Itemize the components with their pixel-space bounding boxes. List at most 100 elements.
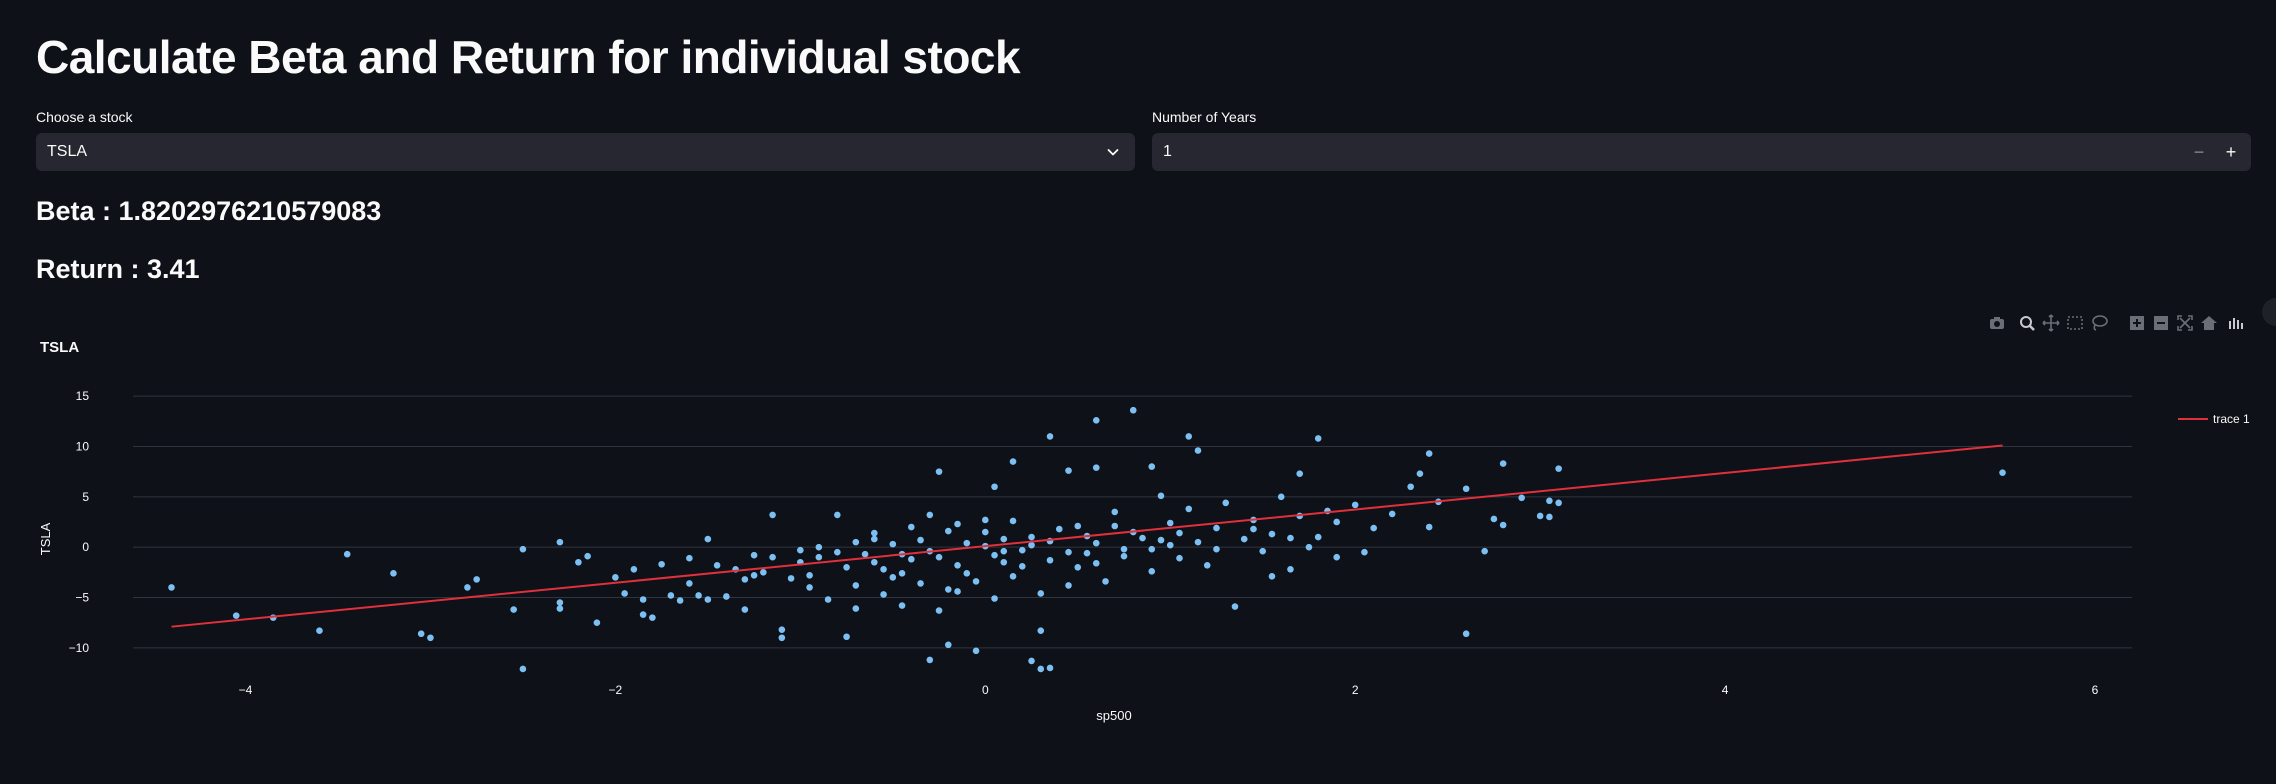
scatter-point[interactable] [316,627,323,635]
scatter-point[interactable] [1296,470,1304,477]
scatter-point[interactable] [1018,546,1026,554]
lasso-icon[interactable] [2088,312,2110,334]
scatter-point[interactable] [871,535,878,543]
scatter-point[interactable] [510,606,517,613]
scatter-point[interactable] [991,551,998,559]
scatter-point[interactable] [1999,469,2006,476]
scatter-point[interactable] [1481,547,1488,555]
scatter-point[interactable] [1546,513,1553,521]
scatter-point[interactable] [1037,627,1045,635]
scatter-point[interactable] [686,580,693,587]
scatter-point[interactable] [889,540,897,548]
scatter-point[interactable] [1305,543,1313,551]
scatter-point[interactable] [1407,483,1414,491]
scatter-point[interactable] [343,550,351,558]
scatter-point[interactable] [1037,590,1045,597]
scatter-point[interactable] [1009,458,1017,465]
scatter-point[interactable] [944,641,952,649]
scatter-point[interactable] [519,665,527,673]
scatter-point[interactable] [1333,553,1341,561]
scatter-point[interactable] [390,570,397,577]
scatter-point[interactable] [1555,465,1562,472]
scatter-point[interactable] [908,523,915,531]
plotly-logo-icon[interactable] [2224,312,2246,334]
scatter-point[interactable] [621,590,628,597]
scatter-point[interactable] [1518,494,1525,502]
scatter-point[interactable] [1009,517,1017,525]
scatter-point[interactable] [1314,435,1322,442]
scatter-point[interactable] [1000,535,1008,543]
scatter-point[interactable] [427,634,434,642]
scatter-point[interactable] [769,553,776,561]
scatter-point[interactable] [843,633,850,641]
increment-button[interactable]: + [2225,141,2237,162]
scatter-point[interactable] [232,612,240,619]
scatter-point[interactable] [1074,563,1082,571]
scatter-point[interactable] [1065,467,1072,474]
scatter-point[interactable] [1148,463,1156,470]
home-icon[interactable] [2198,312,2220,334]
scatter-point[interactable] [815,543,823,551]
scatter-point[interactable] [1120,552,1128,560]
scatter-point[interactable] [741,606,749,613]
scatter-point[interactable] [972,578,980,585]
scatter-point[interactable] [972,647,980,655]
autoscale-icon[interactable] [2174,312,2196,334]
scatter-point[interactable] [1194,447,1202,454]
scatter-point[interactable] [1370,524,1377,532]
scatter-point[interactable] [917,536,924,544]
scatter-point[interactable] [556,605,564,612]
scatter-point[interactable] [1203,561,1211,569]
regression-line[interactable] [171,444,2003,628]
scatter-point[interactable] [944,586,952,593]
scatter-point[interactable] [1157,492,1165,500]
scatter-point[interactable] [1361,548,1368,556]
scatter-point[interactable] [1287,534,1294,542]
scatter-point[interactable] [1425,523,1433,531]
scatter-point[interactable] [861,550,869,558]
scatter-point[interactable] [1028,533,1035,541]
scatter-point[interactable] [935,607,943,614]
scatter-point[interactable] [676,597,684,604]
scatter-point[interactable] [741,576,749,583]
scatter-point[interactable] [1166,519,1174,527]
scatter-point[interactable] [935,468,943,475]
scatter-point[interactable] [1176,554,1183,562]
scatter-point[interactable] [843,563,850,571]
scatter-point[interactable] [649,614,656,621]
scatter-point[interactable] [1148,568,1156,575]
scatter-point[interactable] [852,582,860,589]
scatter-point[interactable] [556,538,564,546]
scatter-point[interactable] [464,584,471,591]
scatter-point[interactable] [778,626,786,634]
scatter-point[interactable] [954,520,961,528]
decrement-button[interactable]: − [2193,141,2205,162]
scatter-point[interactable] [898,602,906,609]
scatter-point[interactable] [1213,524,1220,532]
scatter-point[interactable] [806,584,813,591]
scatter-point[interactable] [1092,464,1100,471]
stock-select[interactable]: TSLA [36,133,1135,171]
scatter-point[interactable] [639,596,647,603]
scatter-point[interactable] [704,596,712,603]
scatter-point[interactable] [658,560,665,568]
scatter-point[interactable] [963,570,971,577]
scatter-point[interactable] [1222,499,1230,507]
scatter-point[interactable] [1536,512,1544,520]
scatter-point[interactable] [1499,521,1507,529]
scatter-point[interactable] [519,545,527,553]
box-select-icon[interactable] [2064,312,2086,334]
camera-icon[interactable] [1986,312,2008,334]
scatter-point[interactable] [880,566,887,573]
scatter-point[interactable] [1490,515,1498,523]
scatter-point[interactable] [1111,508,1119,516]
scatter-point[interactable] [1231,603,1239,610]
scatter-point[interactable] [963,539,971,547]
scatter-point[interactable] [787,575,795,582]
years-input-value[interactable]: 1 [1163,143,1172,160]
scatter-point[interactable] [797,546,804,554]
scatter-point[interactable] [1499,460,1507,467]
scatter-point[interactable] [760,569,767,576]
scatter-point[interactable] [926,511,934,519]
scatter-point[interactable] [1314,533,1322,541]
